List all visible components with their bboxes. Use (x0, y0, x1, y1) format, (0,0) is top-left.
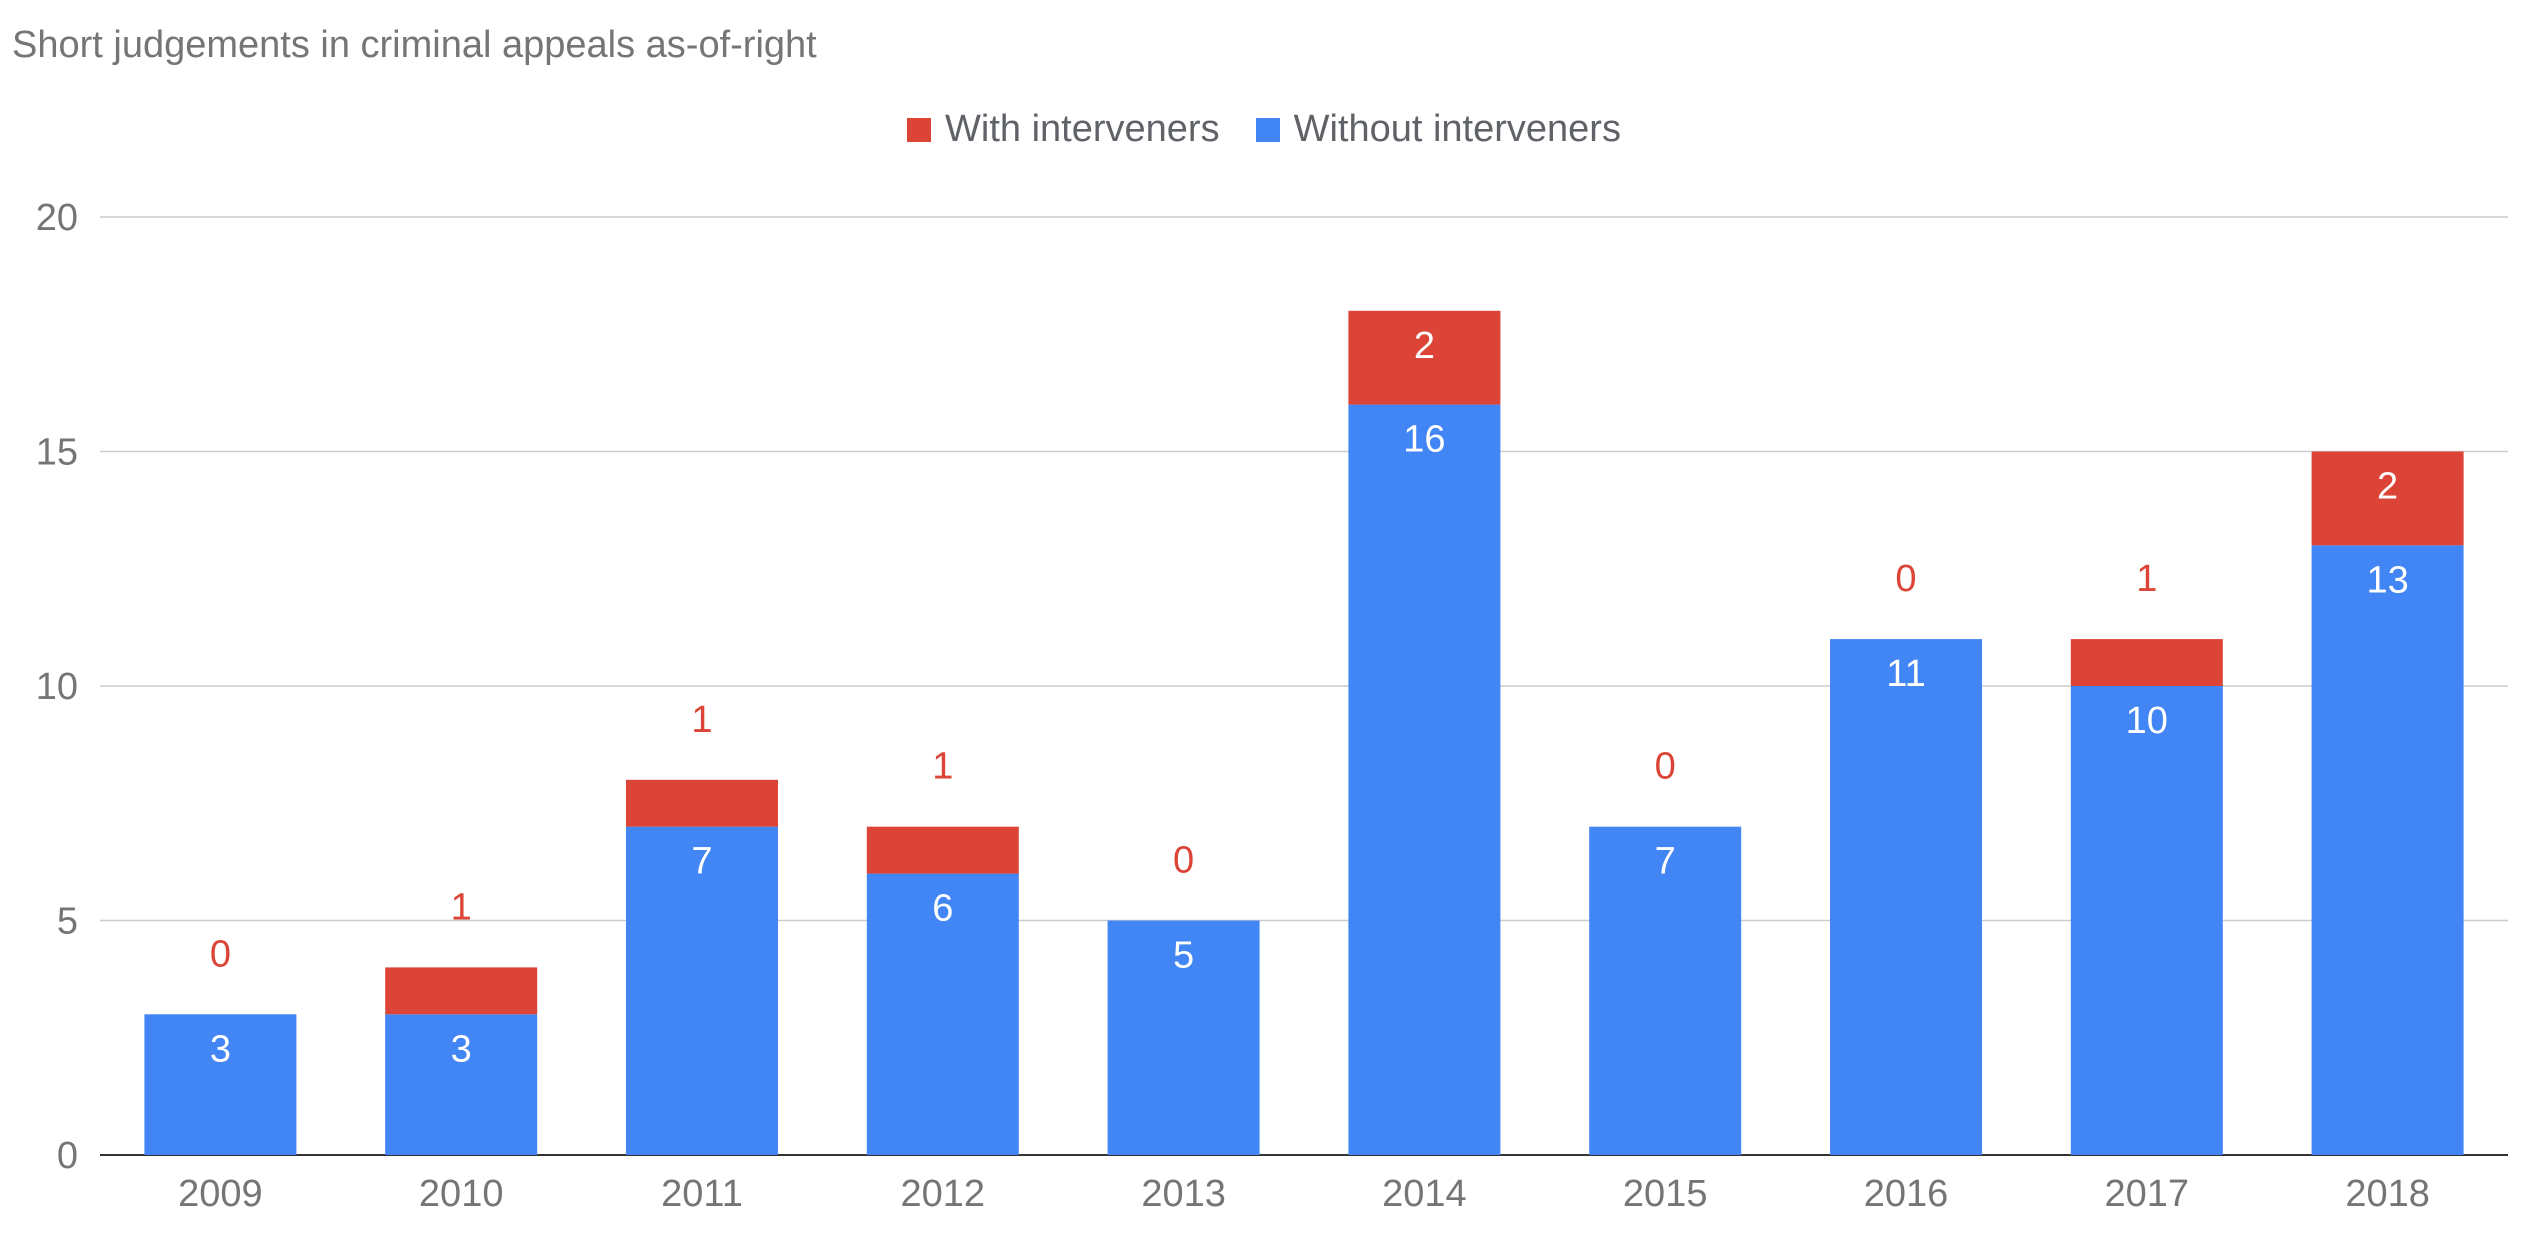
x-tick-label: 2014 (1382, 1173, 1467, 1215)
bar-with-interveners (385, 967, 538, 1015)
x-tick-label: 2016 (1864, 1173, 1949, 1215)
data-label-without: 3 (210, 1028, 231, 1070)
data-label-without: 5 (1173, 935, 1194, 977)
data-label-with: 0 (1173, 840, 1194, 882)
bar-without-interveners (626, 826, 778, 1155)
data-label-without: 3 (451, 1028, 472, 1070)
x-tick-label: 2010 (419, 1173, 504, 1215)
bar-with-interveners (626, 779, 778, 827)
data-label-without: 16 (1403, 419, 1445, 461)
bar-without-interveners (144, 1014, 297, 1155)
data-label-with: 1 (2136, 558, 2157, 600)
bar-with-interveners (866, 826, 1019, 874)
data-label-without: 6 (932, 888, 953, 930)
bar-with-interveners (2311, 451, 2464, 546)
legend-item-with-interveners[interactable]: With interveners (907, 108, 1220, 151)
y-tick-label: 15 (36, 432, 78, 474)
bar-with-interveners (2070, 639, 2223, 686)
data-label-with: 2 (2377, 466, 2398, 508)
x-tick-label: 2017 (2105, 1173, 2190, 1215)
legend-item-without-interveners[interactable]: Without interveners (1255, 108, 1621, 151)
bar-without-interveners (1830, 639, 1982, 1155)
legend: With interveners Without interveners (0, 108, 2528, 151)
data-label-with: 0 (1655, 746, 1676, 788)
x-tick-label: 2018 (2345, 1173, 2430, 1215)
legend-swatch-with (907, 117, 932, 142)
chart-title: Short judgements in criminal appeals as-… (12, 24, 817, 66)
x-tick-label: 2012 (901, 1173, 986, 1215)
data-label-with: 1 (932, 746, 953, 788)
data-label-with: 1 (691, 699, 712, 741)
y-tick-label: 20 (36, 197, 78, 239)
bar-without-interveners (2070, 686, 2223, 1155)
bar-with-interveners (1348, 310, 1501, 405)
data-label-without: 7 (1655, 841, 1676, 883)
bar-without-interveners (1107, 920, 1260, 1155)
y-tick-label: 0 (57, 1135, 78, 1177)
x-tick-label: 2009 (178, 1173, 263, 1215)
y-tick-label: 10 (36, 666, 78, 708)
legend-swatch-without (1255, 117, 1280, 142)
bar-without-interveners (1589, 826, 1742, 1155)
x-tick-label: 2013 (1141, 1173, 1226, 1215)
data-label-with: 0 (210, 933, 231, 975)
data-label-with: 0 (1895, 558, 1916, 600)
data-label-with: 1 (451, 886, 472, 928)
data-label-without: 13 (2366, 559, 2408, 601)
legend-label-with: With interveners (945, 108, 1220, 150)
bar-without-interveners (866, 873, 1019, 1155)
x-tick-label: 2011 (661, 1173, 743, 1215)
bar-without-interveners (2311, 545, 2464, 1155)
data-label-with: 2 (1414, 325, 1435, 367)
data-label-without: 7 (691, 841, 712, 883)
x-tick-label: 2015 (1623, 1173, 1708, 1215)
bar-without-interveners (385, 1014, 538, 1155)
y-tick-label: 5 (57, 901, 78, 943)
bar-without-interveners (1348, 404, 1501, 1156)
data-label-without: 10 (2126, 700, 2168, 742)
data-label-without: 11 (1886, 653, 1925, 695)
legend-label-without: Without interveners (1293, 108, 1621, 150)
